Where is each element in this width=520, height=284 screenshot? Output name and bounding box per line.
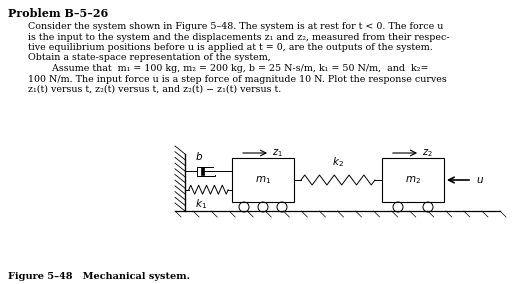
Text: $k_2$: $k_2$ bbox=[332, 155, 344, 169]
Text: is the input to the system and the displacements z₁ and z₂, measured from their : is the input to the system and the displ… bbox=[28, 32, 450, 41]
Text: $z_2$: $z_2$ bbox=[422, 147, 433, 159]
Bar bbox=[201, 167, 204, 175]
Text: $m_2$: $m_2$ bbox=[405, 174, 421, 186]
Text: $m_1$: $m_1$ bbox=[255, 174, 271, 186]
Text: Consider the system shown in Figure 5–48. The system is at rest for t < 0. The f: Consider the system shown in Figure 5–48… bbox=[28, 22, 444, 31]
Text: 100 N/m. The input force u is a step force of magnitude 10 N. Plot the response : 100 N/m. The input force u is a step for… bbox=[28, 74, 447, 83]
Text: tive equilibrium positions before u is applied at t = 0, are the outputs of the : tive equilibrium positions before u is a… bbox=[28, 43, 433, 52]
Text: Problem B–5–26: Problem B–5–26 bbox=[8, 8, 108, 19]
Bar bbox=[232, 158, 294, 202]
Text: Assume that  m₁ = 100 kg, m₂ = 200 kg, b = 25 N-s/m, k₁ = 50 N/m,  and  k₂=: Assume that m₁ = 100 kg, m₂ = 200 kg, b … bbox=[28, 64, 428, 73]
Text: Figure 5–48   Mechanical system.: Figure 5–48 Mechanical system. bbox=[8, 272, 190, 281]
Text: z₁(t) versus t, z₂(t) versus t, and z₂(t) − z₁(t) versus t.: z₁(t) versus t, z₂(t) versus t, and z₂(t… bbox=[28, 85, 281, 94]
Text: $k_1$: $k_1$ bbox=[195, 198, 207, 212]
Bar bbox=[382, 158, 444, 202]
Text: $z_1$: $z_1$ bbox=[272, 147, 283, 159]
Text: $b$: $b$ bbox=[195, 150, 203, 162]
Text: Obtain a state-space representation of the system,: Obtain a state-space representation of t… bbox=[28, 53, 271, 62]
Bar bbox=[197, 167, 215, 176]
Bar bbox=[214, 167, 216, 175]
Text: $u$: $u$ bbox=[476, 175, 484, 185]
